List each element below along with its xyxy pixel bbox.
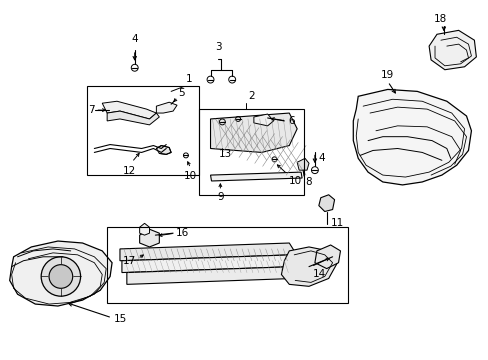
- Text: 8: 8: [305, 177, 311, 187]
- Polygon shape: [428, 30, 475, 70]
- Polygon shape: [120, 243, 294, 261]
- Polygon shape: [281, 247, 338, 286]
- Polygon shape: [140, 223, 149, 235]
- Bar: [87, 86, 198, 175]
- Polygon shape: [107, 111, 159, 125]
- Text: 2: 2: [247, 91, 254, 101]
- Polygon shape: [126, 267, 296, 284]
- Polygon shape: [156, 145, 171, 154]
- Polygon shape: [210, 172, 302, 181]
- Text: 13: 13: [218, 149, 231, 159]
- Text: 11: 11: [330, 218, 343, 228]
- Polygon shape: [122, 255, 295, 273]
- Text: 4: 4: [318, 153, 325, 163]
- Text: 6: 6: [288, 116, 294, 126]
- Text: 14: 14: [312, 269, 325, 279]
- Polygon shape: [210, 113, 297, 152]
- Polygon shape: [352, 89, 470, 185]
- Text: 3: 3: [215, 42, 221, 52]
- Text: 17: 17: [122, 256, 136, 266]
- Polygon shape: [102, 101, 156, 119]
- Bar: [107, 227, 347, 303]
- Text: 4: 4: [131, 34, 138, 44]
- Text: 7: 7: [87, 105, 94, 115]
- Text: 10: 10: [289, 176, 302, 186]
- Text: 9: 9: [217, 192, 223, 202]
- Polygon shape: [297, 158, 308, 170]
- Circle shape: [41, 257, 81, 296]
- Text: 1: 1: [185, 75, 192, 85]
- Text: 5: 5: [178, 88, 184, 98]
- Text: 12: 12: [123, 166, 136, 176]
- Polygon shape: [253, 114, 273, 126]
- Circle shape: [49, 265, 73, 288]
- Text: 19: 19: [380, 69, 394, 80]
- Text: 15: 15: [114, 314, 127, 324]
- Polygon shape: [140, 229, 159, 247]
- Text: 16: 16: [176, 228, 189, 238]
- Polygon shape: [10, 241, 112, 306]
- Polygon shape: [318, 195, 334, 212]
- Polygon shape: [156, 102, 177, 113]
- Polygon shape: [314, 245, 340, 269]
- Text: 18: 18: [433, 14, 447, 24]
- Bar: [198, 109, 304, 195]
- Text: 10: 10: [184, 171, 197, 181]
